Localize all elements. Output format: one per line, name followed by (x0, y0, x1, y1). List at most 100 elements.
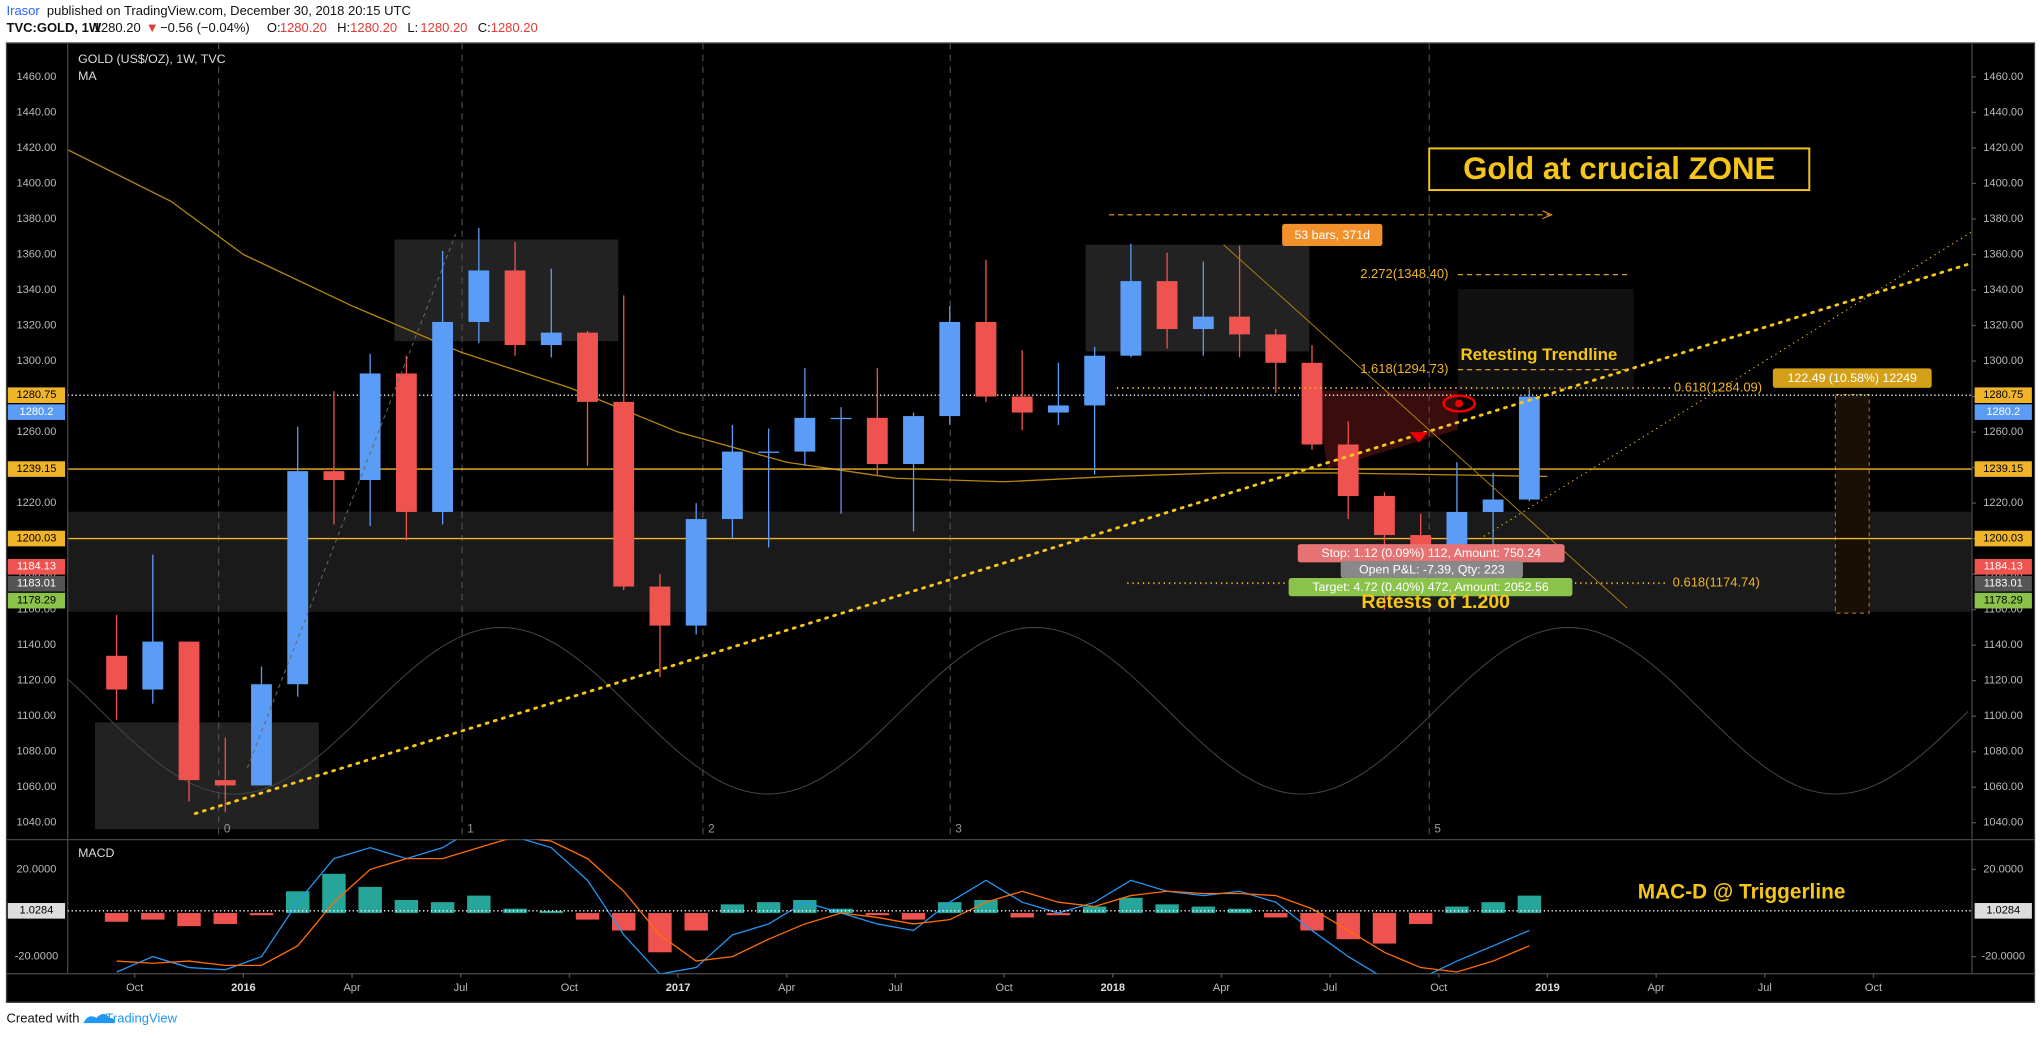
macd-bar (648, 913, 672, 953)
cycle-wave (67, 626, 1969, 795)
candle-body (613, 401, 635, 587)
candle-body (1518, 396, 1540, 500)
candle-body (504, 270, 526, 346)
x-tick-label: Oct (561, 982, 578, 994)
stop-label: Stop: 1.12 (0.09%) 112, Amount: 750.24 (1321, 546, 1541, 560)
candle-body (577, 332, 598, 402)
candle-body (178, 641, 200, 781)
x-tick-label: Jul (888, 982, 902, 994)
macd-bar (1408, 913, 1433, 924)
price-pane (67, 42, 1973, 840)
annotation: MAC-D @ Triggerline (1638, 880, 1846, 903)
y-tick-label: 1460.00 (16, 71, 56, 83)
macd-pane (67, 839, 1973, 974)
macd-bar (756, 902, 781, 914)
candle-body (1337, 444, 1359, 496)
macd-bar (938, 902, 962, 914)
y-tick-label: 1140.00 (17, 639, 56, 651)
macd-bar (141, 913, 165, 920)
y-tick-label: 1080.00 (1983, 746, 2023, 758)
candle-body (1192, 316, 1214, 330)
pnl-label: Open P&L: -7.39, Qty: 223 (1359, 562, 1505, 576)
macd-bar (1119, 897, 1143, 914)
axes: 1040.00 1040.00 1060.00 1060.00 1080.00 1080.… (7, 71, 2032, 994)
candle-body (685, 519, 707, 626)
macd-bar (1264, 913, 1288, 918)
y-tick-label: 1100.00 (17, 710, 56, 722)
target-label: Target: 4.72 (0.40%) 472, Amount: 2052.5… (1312, 580, 1548, 594)
x-tick-label: 2017 (666, 982, 691, 994)
price-label: 1184.13 (17, 561, 56, 573)
x-tick-label: 2019 (1535, 982, 1560, 994)
ohlc-value: 1280.20 (350, 20, 397, 35)
macd-bar (503, 908, 527, 914)
candle-body (866, 417, 888, 465)
price-label: 1178.29 (17, 595, 56, 607)
y-tick-label: 1040.00 (16, 817, 56, 829)
price-label-box (1974, 461, 2032, 477)
ohlc-value: 1280.20 (491, 20, 538, 35)
y-tick-label: 1140.00 (1984, 639, 2023, 651)
y-tick-label: 1100.00 (1984, 710, 2023, 722)
ohlc-label: L: (407, 20, 418, 35)
candle-body (649, 586, 671, 626)
cycle-label: 1 (467, 822, 474, 835)
y-tick-label: 1360.00 (1983, 248, 2023, 260)
candle-body (323, 471, 345, 481)
macd-bar (793, 899, 817, 914)
ohlc-value: 1280.20 (280, 20, 327, 35)
candle-body (975, 321, 997, 397)
macd-bar (539, 910, 563, 914)
y-tick-label: 1400.00 (1983, 177, 2023, 189)
y-tick-label: 1380.00 (16, 213, 56, 225)
price-label-box (1974, 575, 2032, 592)
price-label-box (7, 592, 66, 609)
price-label-box (1974, 558, 2032, 575)
target-box (1288, 577, 1573, 597)
annotation: Retests of 1.200 (1361, 591, 1510, 613)
x-tick-label: 2016 (231, 982, 256, 994)
stop-box (1297, 544, 1565, 563)
macd-bar (467, 895, 491, 914)
pnl-box (1340, 561, 1523, 578)
y-tick-label: 1380.00 (1983, 213, 2023, 225)
candle-body (540, 332, 562, 346)
candle-body (1120, 281, 1142, 356)
candle-body (1446, 511, 1468, 553)
macd-bar (1445, 906, 1469, 914)
x-tick-label: Oct (126, 982, 143, 994)
macd-bar (1155, 904, 1179, 914)
price-label: 1239.15 (1983, 463, 2023, 475)
footer-brand[interactable]: TradingView (105, 1011, 177, 1026)
change-arrow: ▼ (146, 20, 159, 35)
macd-bar (1191, 906, 1216, 914)
fib-label: 0.618(1284.09) (1674, 379, 1762, 394)
price-label-box (7, 530, 66, 547)
fib-label: 0.618(1174.74) (1673, 575, 1760, 590)
macd-tick-label: 20.0000 (16, 863, 56, 875)
macd-bar (104, 913, 129, 922)
macd-last-label: 1.0284 (20, 905, 54, 917)
range-label: 122.49 (10.58%) 12249 (1788, 371, 1917, 385)
bars-label: 53 bars, 371d (1294, 228, 1370, 242)
candle-body (758, 451, 780, 453)
price-label-box (1974, 530, 2032, 547)
cycle-label: 5 (1434, 822, 1441, 835)
price-label: 1200.03 (16, 532, 56, 544)
x-tick-label: Oct (995, 982, 1012, 994)
macd-bar (358, 886, 382, 914)
macd-bar (974, 899, 998, 914)
symbol: TVC:GOLD, 1W (7, 20, 102, 35)
author[interactable]: Irasor (7, 3, 41, 18)
x-tick-label: Apr (1648, 982, 1666, 994)
macd-bar (213, 913, 237, 924)
fib-label: 2.272(1348.40) (1360, 266, 1448, 281)
candle-body (214, 780, 236, 786)
y-tick-label: 1040.00 (1983, 817, 2023, 829)
x-tick-label: Apr (1213, 982, 1231, 994)
price-label-box (7, 404, 66, 420)
macd-line (116, 839, 1530, 974)
price-label-box (7, 387, 66, 404)
price-label: 1178.29 (1984, 595, 2023, 607)
macd-bar (1300, 913, 1324, 931)
